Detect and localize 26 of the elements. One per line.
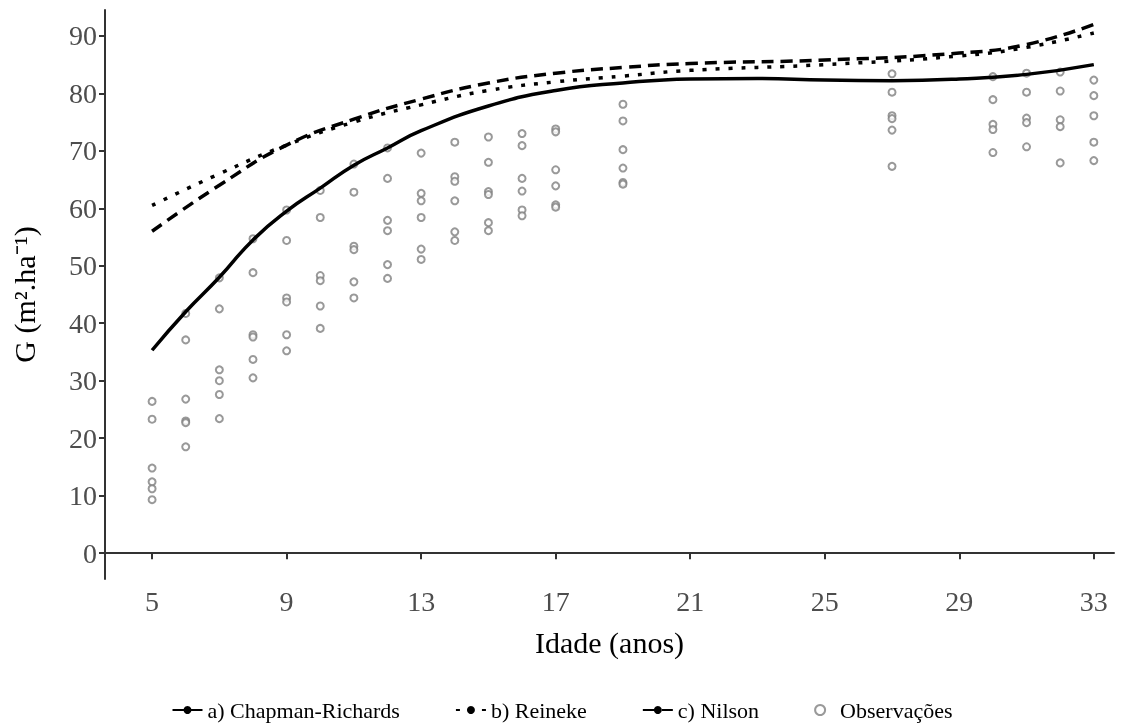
x-tick-label: 33 [1079, 585, 1108, 617]
y-tick-label: 40 [69, 307, 97, 339]
x-tick-label: 29 [945, 585, 974, 617]
x-tick-label: 25 [810, 585, 839, 617]
legend-label: a) Chapman-Richards [207, 697, 400, 723]
y-tick-label: 20 [69, 422, 97, 454]
y-tick-label: 90 [69, 20, 97, 52]
x-tick-label: 17 [541, 585, 570, 617]
y-tick-label: 0 [83, 537, 97, 569]
y-axis-title: G (m².ha⁻¹) [7, 226, 42, 363]
x-tick-label: 13 [407, 585, 436, 617]
y-tick-label: 50 [69, 250, 97, 282]
y-tick-label: 30 [69, 365, 97, 397]
legend-label: Observações [840, 697, 953, 723]
y-tick-label: 10 [69, 480, 97, 512]
line-series [150, 62, 1096, 352]
x-tick-label: 9 [279, 585, 294, 617]
legend-label: b) Reineke [490, 697, 587, 723]
x-tick-label: 21 [676, 585, 705, 617]
x-axis-title: Idade (anos) [534, 625, 685, 660]
line-series [150, 22, 1096, 234]
legend-label: c) Nilson [677, 697, 760, 723]
y-tick-label: 80 [69, 77, 97, 109]
y-tick-label: 70 [69, 135, 97, 167]
y-tick-label: 60 [69, 192, 97, 224]
x-tick-label: 5 [145, 585, 160, 617]
